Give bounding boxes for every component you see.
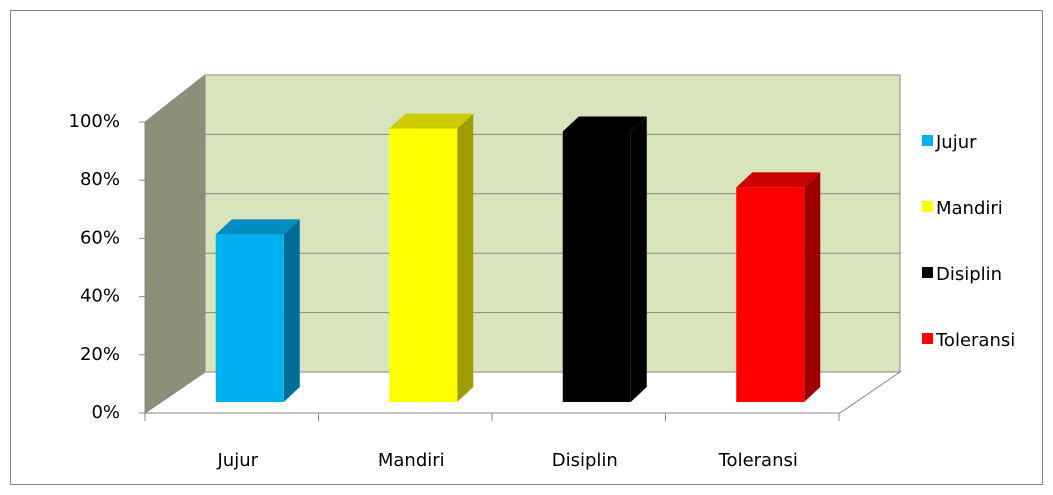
grid-line <box>144 371 900 414</box>
grid-line <box>144 312 900 356</box>
legend-item: Disiplin <box>922 260 1042 326</box>
legend-label: Mandiri <box>936 198 1003 219</box>
bar-top <box>215 219 300 235</box>
legend-label: Toleransi <box>936 330 1016 351</box>
bar-top <box>562 116 647 132</box>
grid-line <box>144 193 900 239</box>
y-tick-label: 60% <box>80 227 120 248</box>
bar-top <box>389 113 474 129</box>
bar-side <box>630 116 647 403</box>
legend-swatch <box>922 267 933 278</box>
x-tick-label: Mandiri <box>378 450 445 471</box>
grid-line <box>144 252 900 298</box>
legend-label: Disiplin <box>936 264 1003 285</box>
y-tick-label: 100% <box>69 111 120 132</box>
bar <box>562 131 631 402</box>
legend-swatch <box>922 135 933 146</box>
y-tick-label: 80% <box>80 169 120 190</box>
legend-item: Toleransi <box>922 326 1042 392</box>
legend-swatch <box>922 201 933 212</box>
x-tick-label: Jujur <box>216 450 258 471</box>
bar <box>389 128 458 402</box>
y-tick-label: 0% <box>91 402 120 423</box>
y-tick-label: 20% <box>80 344 120 365</box>
bar <box>215 234 284 402</box>
legend-swatch <box>922 333 933 344</box>
bar-side <box>457 113 474 402</box>
y-tick-label: 40% <box>80 286 120 307</box>
legend: Jujur Mandiri Disiplin Toleransi <box>922 128 1042 392</box>
bar-side <box>283 219 300 402</box>
bar-top <box>736 172 821 188</box>
legend-item: Jujur <box>922 128 1042 194</box>
bar-side <box>804 172 821 402</box>
side-wall <box>145 75 205 413</box>
legend-label: Jujur <box>936 132 977 153</box>
grid-line <box>144 74 900 123</box>
x-tick-label: Toleransi <box>718 450 798 471</box>
grid-line <box>144 133 900 181</box>
bar <box>736 187 805 402</box>
x-tick-label: Disiplin <box>552 450 618 471</box>
legend-item: Mandiri <box>922 194 1042 260</box>
